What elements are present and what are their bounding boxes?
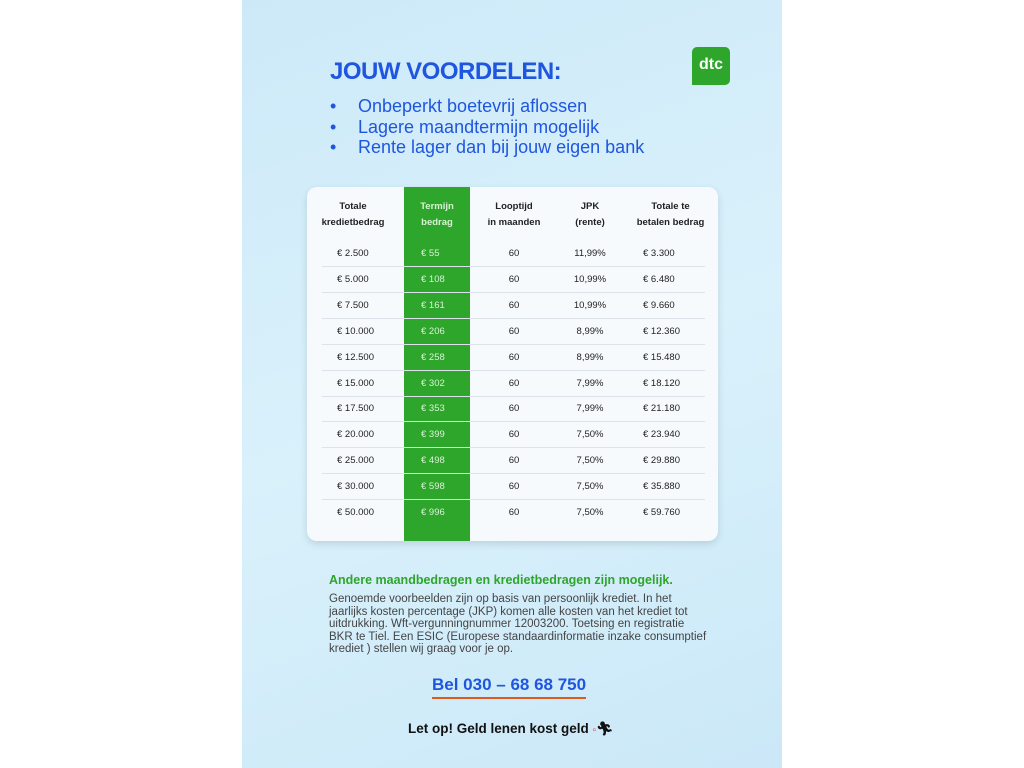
row-divider: [322, 447, 705, 449]
table-cell: 7,50%: [576, 481, 604, 493]
table-cell: € 15.480: [643, 351, 680, 363]
table-cell: 7,50%: [576, 507, 604, 518]
page-title: JOUW VOORDELEN:: [330, 58, 562, 85]
table-cell: € 258: [421, 351, 445, 363]
table-cell: € 17.500: [337, 403, 374, 415]
table-cell: 60: [508, 299, 520, 311]
row-divider: [322, 473, 705, 475]
table-cell: € 996: [421, 507, 445, 518]
benefit-item: • Rente lager dan bij jouw eigen bank: [330, 137, 645, 157]
table-cell: € 7.500: [337, 299, 369, 311]
warning-text: Let op! Geld lenen kost geld ▫🏃︎: [408, 721, 614, 736]
table-cell: 60: [508, 429, 520, 441]
row-divider: [322, 395, 705, 397]
highlight-column: [404, 187, 470, 541]
table-cell: € 498: [421, 455, 445, 467]
table-cell: 10,99%: [573, 299, 607, 311]
table-row: € 30.000 € 598 60 7,50% € 35.880: [307, 474, 718, 501]
credit-table: Totale kredietbedrag Termijn bedrag Looptijd…: [307, 187, 718, 541]
row-divider: [322, 266, 705, 267]
table-cell: 7,50%: [576, 429, 604, 441]
table-cell: € 50.000: [337, 507, 374, 518]
table-row: € 15.000 € 302 60 7,99% € 18.120: [307, 371, 718, 397]
running-man-icon-figure: 🏃︎: [596, 721, 614, 736]
table-cell: € 25.000: [337, 455, 374, 467]
dtc-logo: dtc: [692, 47, 730, 85]
running-man-icon: ▫: [592, 725, 597, 736]
column-header: Totale kredietbedrag: [321, 201, 385, 228]
table-cell: 60: [508, 403, 520, 415]
table-cell: 60: [508, 248, 520, 259]
table-cell: € 29.880: [643, 455, 680, 467]
table-cell: € 55: [421, 248, 440, 259]
table-cell: € 399: [421, 429, 445, 441]
table-cell: 7,99%: [576, 377, 604, 389]
table-cell: 7,50%: [576, 455, 604, 467]
table-cell: € 6.480: [643, 273, 675, 285]
row-divider: [322, 291, 705, 293]
table-cell: € 9.660: [643, 299, 675, 311]
table-cell: € 12.360: [643, 325, 680, 337]
table-cell: 8,99%: [576, 325, 604, 337]
table-cell: € 5.000: [337, 273, 369, 285]
table-cell: € 353: [421, 403, 445, 415]
table-cell: € 20.000: [337, 429, 374, 441]
table-cell: € 15.000: [337, 377, 374, 389]
table-cell: 11,99%: [574, 248, 606, 259]
table-cell: 60: [508, 507, 520, 518]
benefit-item: • Lagere maandtermijn mogelijk: [330, 116, 600, 137]
phone-link[interactable]: Bel 030 – 68 68 750: [432, 675, 587, 699]
column-header: JPK (rente): [575, 201, 605, 228]
table-row: € 20.000 € 399 60 7,50% € 23.940: [307, 422, 718, 449]
table-cell: € 30.000: [337, 481, 374, 493]
table-cell: 60: [508, 351, 520, 363]
table-cell: 60: [508, 377, 520, 389]
benefit-item: • Onbeperkt boetevrij aflossen: [330, 96, 588, 116]
table-cell: € 10.000: [337, 325, 374, 337]
table-row: € 17.500 € 353 60 7,99% € 21.180: [307, 396, 718, 423]
flyer-page: JOUW VOORDELEN: dtc • Onbeperkt boetevrij…: [242, 0, 782, 768]
table-cell: € 23.940: [643, 429, 680, 441]
table-cell: € 2.500: [337, 248, 369, 259]
table-cell: € 21.180: [643, 403, 680, 415]
table-cell: € 598: [421, 481, 445, 493]
table-cell: € 35.880: [643, 481, 680, 493]
table-row: € 5.000 € 108 60 10,99% € 6.480: [307, 267, 718, 293]
row-divider: [322, 499, 705, 501]
table-cell: € 108: [421, 273, 445, 285]
table-cell: 7,99%: [576, 403, 604, 415]
table-row: € 12.500 € 258 60 8,99% € 15.480: [307, 345, 718, 371]
table-cell: 60: [508, 325, 520, 337]
table-cell: € 12.500: [337, 351, 374, 363]
table-cell: € 302: [421, 377, 445, 389]
row-divider: [322, 421, 705, 423]
table-row: € 7.500 € 161 60 10,99% € 9.660: [307, 293, 718, 319]
row-divider: [322, 317, 705, 319]
table-cell: € 3.300: [643, 248, 675, 259]
table-cell: 60: [508, 455, 520, 467]
table-row: € 25.000 € 498 60 7,50% € 29.880: [307, 448, 718, 475]
table-cell: 8,99%: [576, 351, 604, 363]
table-cell: € 206: [421, 325, 445, 337]
column-header: Looptijd in maanden: [487, 201, 541, 228]
table-cell: 60: [508, 481, 520, 493]
column-header: Totale te betalen bedrag: [636, 201, 705, 228]
table-cell: 60: [508, 273, 520, 285]
table-row: € 10.000 € 206 60 8,99% € 12.360: [307, 319, 718, 345]
benefits-list: • Onbeperkt boetevrij aflossen • Lagere ma…: [330, 96, 644, 158]
table-cell: € 59.760: [643, 507, 680, 518]
disclaimer-text: Genoemde voorbeelden zijn op basis van p…: [329, 593, 707, 655]
table-cell: € 18.120: [643, 377, 680, 389]
row-divider: [322, 369, 705, 371]
table-row: € 2.500 € 55 60 11,99% € 3.300: [307, 241, 718, 267]
note-text: Andere maandbedragen en kredietbedragen …: [329, 573, 673, 587]
table-cell: 10,99%: [573, 273, 607, 285]
column-header: Termijn bedrag: [420, 201, 454, 228]
table-row: € 50.000 € 996 60 7,50% € 59.760: [307, 500, 718, 526]
table-cell: € 161: [421, 299, 445, 311]
row-divider: [322, 343, 705, 345]
